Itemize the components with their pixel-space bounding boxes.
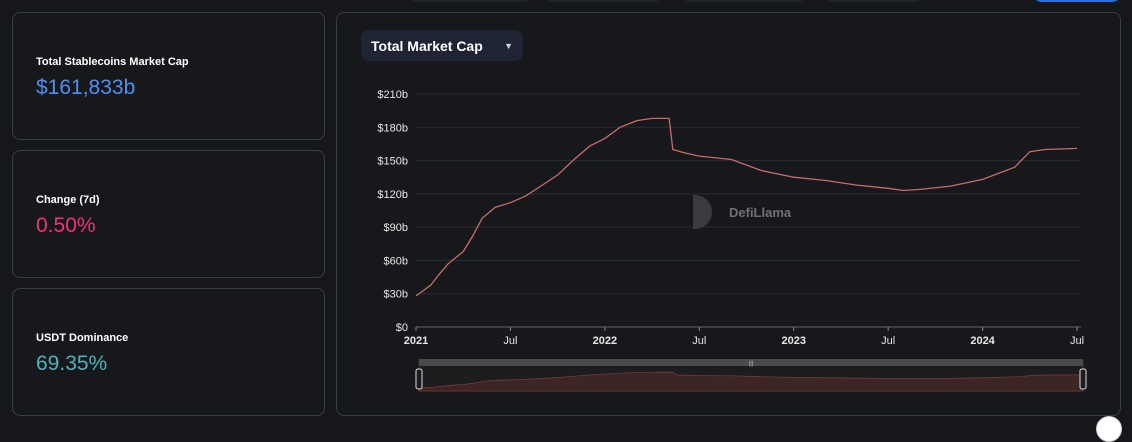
x-tick-label: Jul xyxy=(692,335,706,347)
stat-label: Change (7d) xyxy=(36,194,100,206)
brush-mini-area xyxy=(418,371,1084,392)
zoom-icon[interactable] xyxy=(1096,416,1122,442)
top-filter-pill-4[interactable] xyxy=(824,0,922,2)
stat-card-usdt-dominance: USDT Dominance 69.35% xyxy=(12,288,325,416)
brush-right-handle[interactable] xyxy=(1079,368,1087,390)
stat-value: 0.50% xyxy=(36,214,96,237)
y-tick-label: $60b xyxy=(384,255,408,267)
grip-icon: ||| xyxy=(749,361,754,367)
stat-value: $161,833b xyxy=(36,76,136,99)
brush-left-handle[interactable] xyxy=(415,368,423,390)
llama-logo-icon xyxy=(693,195,712,229)
y-tick-label: $0 xyxy=(396,322,408,334)
top-filter-pill-1[interactable] xyxy=(408,0,532,2)
y-tick-label: $210b xyxy=(377,89,408,101)
primary-action-button[interactable] xyxy=(1032,0,1122,2)
x-tick-label: 2023 xyxy=(781,335,805,347)
chart-panel: Total Market Cap ▼ $0 $30b $60b $90b $120b $1… xyxy=(336,12,1121,416)
x-tick-label: Jul xyxy=(1070,335,1084,347)
stat-value: 69.35% xyxy=(36,352,108,375)
chevron-down-icon: ▼ xyxy=(504,40,513,51)
zoom-brush[interactable]: ||| xyxy=(415,359,1087,392)
y-tick-label: $30b xyxy=(384,289,408,301)
x-tick-label: 2024 xyxy=(970,335,995,347)
brush-handle-bar[interactable] xyxy=(419,359,1083,366)
stat-label: Total Stablecoins Market Cap xyxy=(36,56,189,68)
x-tick-label: 2022 xyxy=(593,335,617,347)
x-tick-label: Jul xyxy=(503,335,517,347)
x-tick-label: Jul xyxy=(881,335,895,347)
chart-type-dropdown[interactable]: Total Market Cap ▼ xyxy=(361,30,523,61)
y-tick-label: $120b xyxy=(377,189,408,201)
stat-card-total-market-cap: Total Stablecoins Market Cap $161,833b xyxy=(12,12,325,140)
x-tick-label: 2021 xyxy=(404,335,428,347)
series-line xyxy=(415,117,1078,297)
watermark: DefiLlama xyxy=(693,195,792,229)
market-cap-chart[interactable]: $0 $30b $60b $90b $120b $150b $180b $210b 2021 J… xyxy=(337,13,1120,415)
dropdown-label: Total Market Cap xyxy=(371,37,483,54)
top-filter-pill-3[interactable] xyxy=(682,0,806,2)
y-tick-label: $150b xyxy=(377,156,408,168)
y-tick-label: $180b xyxy=(377,122,408,134)
y-tick-label: $90b xyxy=(384,222,408,234)
stat-label: USDT Dominance xyxy=(36,332,129,344)
watermark-text: DefiLlama xyxy=(729,205,792,220)
stat-card-change-7d: Change (7d) 0.50% xyxy=(12,150,325,278)
top-filter-pill-2[interactable] xyxy=(544,0,662,2)
